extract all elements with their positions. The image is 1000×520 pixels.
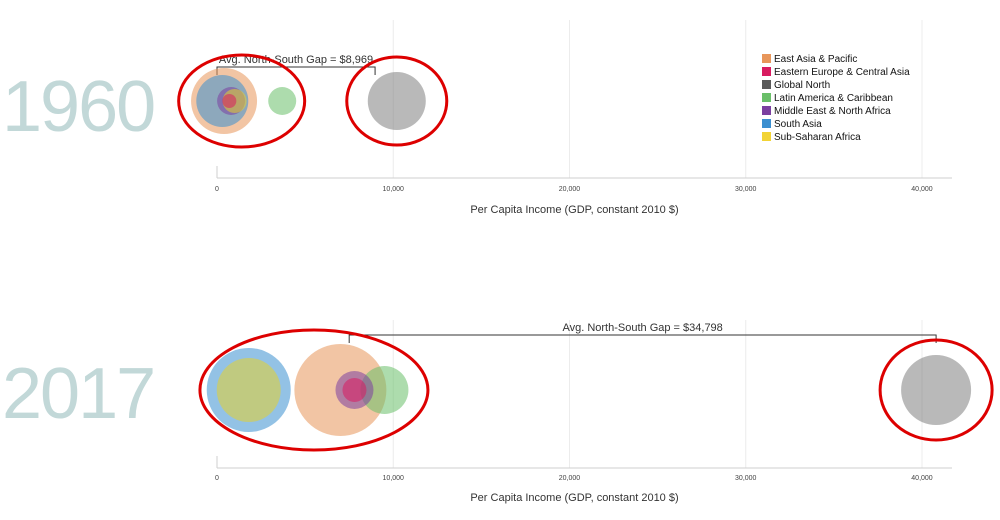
legend-label: South Asia: [774, 119, 822, 130]
bubble-global-north: [901, 355, 972, 425]
bubble-global-north: [367, 72, 426, 130]
year-label: 1960: [2, 67, 154, 147]
x-tick-label: 20,000: [559, 186, 581, 193]
legend-swatch: [762, 106, 771, 115]
gap-label: Avg. North-South Gap = $34,798: [562, 322, 722, 334]
highlight-circle: [198, 328, 430, 452]
bubble-eastern-europe-central-asia: [222, 94, 237, 108]
highlight-circle: [177, 53, 307, 149]
legend-label: Eastern Europe & Central Asia: [774, 67, 910, 78]
x-tick-label: 0: [215, 186, 219, 193]
x-tick-label: 20,000: [559, 475, 581, 482]
x-tick-label: 0: [215, 475, 219, 482]
legend-swatch: [762, 80, 771, 89]
legend-label: East Asia & Pacific: [774, 54, 857, 65]
year-label: 2017: [2, 354, 154, 434]
bubble-latin-america-caribbean: [360, 366, 409, 414]
highlight-circle: [878, 338, 994, 442]
legend-swatch: [762, 119, 771, 128]
x-tick-label: 30,000: [735, 186, 757, 193]
legend-swatch: [762, 93, 771, 102]
x-axis-title: Per Capita Income (GDP, constant 2010 $): [470, 204, 678, 216]
bubble-sub-saharan-africa: [216, 358, 281, 422]
legend-label: Middle East & North Africa: [774, 106, 891, 117]
bubble-latin-america-caribbean: [268, 87, 297, 115]
legend-label: Latin America & Caribbean: [774, 93, 893, 104]
legend-swatch: [762, 54, 771, 63]
bubble-eastern-europe-central-asia: [342, 378, 367, 402]
x-tick-label: 40,000: [911, 186, 933, 193]
x-axis-title: Per Capita Income (GDP, constant 2010 $): [470, 492, 678, 504]
gap-bracket: [348, 334, 937, 343]
x-tick-label: 10,000: [383, 475, 405, 482]
legend-swatch: [762, 67, 771, 76]
legend-label: Global North: [774, 80, 830, 91]
highlight-circle: [345, 55, 449, 147]
legend-label: Sub-Saharan Africa: [774, 132, 861, 143]
x-tick-label: 30,000: [735, 475, 757, 482]
x-tick-label: 10,000: [383, 186, 405, 193]
x-tick-label: 40,000: [911, 475, 933, 482]
legend-swatch: [762, 132, 771, 141]
